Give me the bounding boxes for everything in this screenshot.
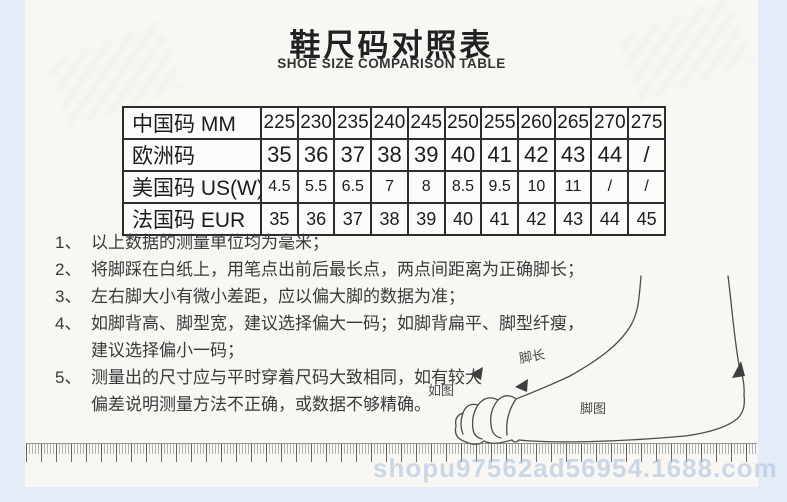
- size-cell: 8: [406, 170, 446, 204]
- size-cell: 41: [480, 202, 520, 236]
- size-cell: 5.5: [296, 170, 336, 204]
- size-cell: /: [627, 170, 666, 204]
- note-item: 4、 如脚背高、脚型宽，建议选择偏大一码；如脚背扁平、脚型纤瘦， 建议选择偏小一码；: [55, 310, 655, 364]
- note-item: 5、 测量出的尺寸应与平时穿着尺码大致相同，如有较大 偏差说明测量方法不正确，或数据…: [55, 364, 655, 418]
- size-cell: 42: [517, 202, 556, 236]
- size-cell: 11: [553, 170, 593, 204]
- note-item: 3、 左右脚大小有微小差距，应以偏大脚的数据为准；: [55, 283, 655, 310]
- size-cell: 45: [627, 202, 666, 236]
- size-cell: 9.5: [480, 170, 520, 204]
- size-cell: 270: [590, 106, 630, 140]
- size-cell: 38: [370, 202, 409, 236]
- table-row: 欧洲码 35 36 37 38 39 40 41 42 43 44/: [122, 138, 666, 172]
- size-cell: /: [627, 138, 666, 172]
- note-number: 2、: [55, 260, 82, 279]
- size-cell: 40: [443, 138, 483, 172]
- size-cell: 42: [517, 138, 556, 172]
- size-cell: 235: [333, 106, 373, 140]
- note-item: 2、 将脚踩在白纸上，用笔点出前后最长点，两点间距离为正确脚长；: [55, 256, 655, 283]
- size-cell: 265: [553, 106, 593, 140]
- size-cell: 250: [443, 106, 483, 140]
- ruler: [26, 443, 757, 464]
- row-label: 美国码 US(W): [122, 170, 262, 204]
- size-cell: 8.5: [443, 170, 483, 204]
- note-text: 如脚背高、脚型宽，建议选择偏大一码；如脚背扁平、脚型纤瘦， 建议选择偏小一码；: [91, 314, 584, 360]
- size-cell: 7: [370, 170, 409, 204]
- size-cell: 275: [627, 106, 666, 140]
- size-cell: 43: [553, 138, 593, 172]
- note-text: 左右脚大小有微小差距，应以偏大脚的数据为准；: [91, 287, 465, 306]
- foot-outline-back: [727, 275, 745, 396]
- note-text: 测量出的尺寸应与平时穿着尺码大致相同，如有较大 偏差说明测量方法不正确，或数据不够…: [91, 368, 482, 414]
- size-cell: /: [590, 170, 630, 204]
- size-cell: 260: [517, 106, 556, 140]
- watermark: shopu97562ad56954.1688.com: [373, 453, 778, 483]
- size-cell: 37: [333, 202, 373, 236]
- table-row: 中国码 MM 225 230 235 240 245 250 255 260 265 270 275: [122, 106, 666, 140]
- note-text: 以上数据的测量单位均为毫米；: [91, 233, 329, 252]
- note-text: 将脚踩在白纸上，用笔点出前后最长点，两点间距离为正确脚长；: [91, 260, 584, 279]
- size-chart-image: 鞋尺码对照表 SHOE SIZE COMPARISON TABLE 中国码 MM…: [25, 0, 777, 487]
- size-cell: 4.5: [260, 170, 299, 204]
- size-cell: 41: [480, 138, 520, 172]
- note-number: 1、: [55, 233, 82, 252]
- row-label: 法国码 EUR: [122, 202, 262, 236]
- size-comparison-table: 中国码 MM 225 230 235 240 245 250 255 260 265 270 275 欧…: [122, 106, 666, 236]
- note-number: 5、: [55, 368, 82, 387]
- corner-smudge-right: [616, 0, 754, 104]
- size-cell: 39: [406, 138, 446, 172]
- row-label: 中国码 MM: [122, 106, 262, 140]
- note-item: 1、 以上数据的测量单位均为毫米；: [55, 229, 655, 256]
- size-cell: 43: [553, 202, 593, 236]
- size-cell: 225: [260, 106, 299, 140]
- page-subtitle: SHOE SIZE COMPARISON TABLE: [277, 56, 506, 71]
- size-cell: 230: [296, 106, 336, 140]
- note-number: 4、: [55, 314, 82, 333]
- notes-list: 1、 以上数据的测量单位均为毫米； 2、 将脚踩在白纸上，用笔点出前后最长点，两点间距…: [55, 229, 655, 418]
- size-cell: 6.5: [333, 170, 373, 204]
- arrow-heel-icon: [732, 361, 745, 378]
- size-table-body: 中国码 MM 225 230 235 240 245 250 255 260 265 270 275 欧…: [122, 106, 666, 236]
- size-cell: 36: [296, 202, 336, 236]
- table-row: 法国码 EUR 35 36 37 38 39 40 41 42 43 44 45: [122, 202, 666, 236]
- table-row: 美国码 US(W) 4.5 5.5 6.5 7 8 8.5 9.5 10 11//: [122, 170, 666, 204]
- page-title: 鞋尺码对照表: [289, 28, 494, 63]
- size-cell: 255: [480, 106, 520, 140]
- size-cell: 35: [260, 138, 299, 172]
- size-cell: 10: [517, 170, 556, 204]
- size-cell: 38: [370, 138, 409, 172]
- size-cell: 36: [296, 138, 336, 172]
- size-cell: 35: [260, 202, 299, 236]
- size-cell: 240: [370, 106, 409, 140]
- size-cell: 44: [590, 138, 630, 172]
- row-label: 欧洲码: [122, 138, 262, 172]
- size-cell: 40: [443, 202, 483, 236]
- size-cell: 44: [590, 202, 630, 236]
- size-cell: 39: [406, 202, 446, 236]
- note-number: 3、: [55, 287, 82, 306]
- size-cell: 37: [333, 138, 373, 172]
- size-cell: 245: [406, 106, 446, 140]
